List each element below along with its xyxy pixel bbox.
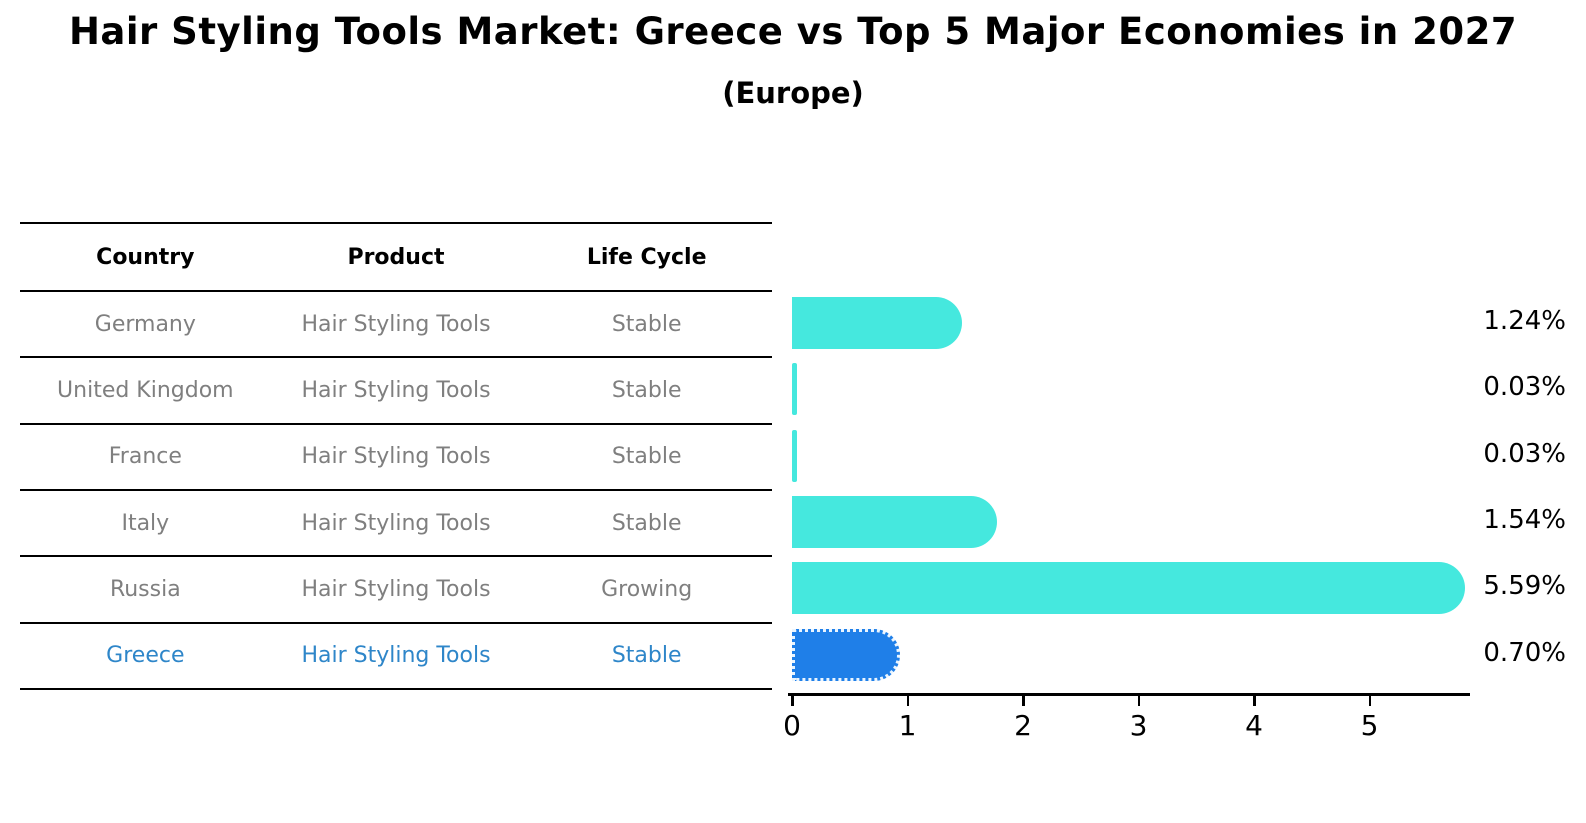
cell-country: Germany	[94, 311, 196, 337]
cell-product: Hair Styling Tools	[301, 444, 491, 470]
table-row: Greece Hair Styling Tools Stable	[20, 621, 772, 688]
table-row: Italy Hair Styling Tools Stable	[20, 488, 772, 555]
bar-italy	[792, 496, 997, 549]
column-header-life-cycle: Life Cycle	[586, 244, 707, 270]
cell-country: Greece	[106, 643, 185, 669]
cell-product: Hair Styling Tools	[301, 510, 491, 536]
bar-germany	[792, 297, 963, 350]
table-row: United Kingdom Hair Styling Tools Stable	[20, 356, 772, 422]
value-label: 1.54%	[1483, 505, 1566, 536]
bar-france	[792, 429, 797, 482]
table-row: Germany Hair Styling Tools Stable	[20, 290, 772, 356]
cell-life-cycle: Stable	[611, 311, 682, 337]
x-axis-tick	[906, 696, 909, 706]
x-axis-line	[788, 693, 1470, 696]
cell-product: Hair Styling Tools	[301, 377, 491, 403]
x-axis-tick-label: 2	[1014, 709, 1032, 742]
country-table: Country Product Life Cycle Germany Hair S…	[20, 222, 772, 690]
x-axis-tick	[1137, 696, 1140, 706]
cell-product: Hair Styling Tools	[301, 576, 491, 602]
cell-product: Hair Styling Tools	[301, 311, 491, 337]
column-header-country: Country	[96, 244, 195, 270]
cell-life-cycle: Stable	[611, 377, 682, 403]
cell-country: Russia	[109, 576, 181, 602]
value-label: 5.59%	[1483, 571, 1566, 602]
table-body: Germany Hair Styling Tools Stable United Ki…	[20, 290, 772, 688]
chart-title: Hair Styling Tools Market: Greece vs Top…	[68, 10, 1518, 53]
x-axis-tick-label: 4	[1245, 709, 1263, 742]
x-axis-tick	[791, 696, 794, 706]
x-axis-tick	[1368, 696, 1371, 706]
cell-country: United Kingdom	[57, 377, 234, 403]
cell-country: France	[108, 444, 182, 470]
cell-life-cycle: Growing	[601, 576, 693, 602]
column-header-product: Product	[347, 244, 445, 270]
table-row: Russia Hair Styling Tools Growing	[20, 555, 772, 621]
x-axis-tick-label: 1	[898, 709, 917, 742]
x-axis-tick-label: 5	[1360, 709, 1379, 742]
cell-life-cycle: Stable	[611, 444, 682, 470]
bar-united-kingdom	[792, 363, 797, 416]
x-axis-tick-label: 3	[1129, 709, 1148, 742]
cell-country: Italy	[121, 510, 170, 536]
value-label: 0.70%	[1483, 637, 1566, 668]
table-row: France Hair Styling Tools Stable	[20, 422, 772, 489]
bar-greece	[792, 628, 900, 681]
bar-russia	[792, 562, 1465, 615]
value-label: 0.03%	[1483, 438, 1566, 469]
x-axis-tick	[1253, 696, 1256, 706]
cell-life-cycle: Stable	[611, 510, 682, 536]
cell-life-cycle: Stable	[611, 643, 682, 669]
x-axis-tick-label: 0	[783, 709, 801, 742]
value-label: 0.03%	[1483, 372, 1566, 403]
x-axis-tick	[1022, 696, 1025, 706]
cell-product: Hair Styling Tools	[301, 643, 491, 669]
chart-subtitle: (Europe)	[722, 76, 864, 110]
table-header-row: Country Product Life Cycle	[20, 222, 772, 290]
value-label: 1.24%	[1483, 306, 1566, 337]
